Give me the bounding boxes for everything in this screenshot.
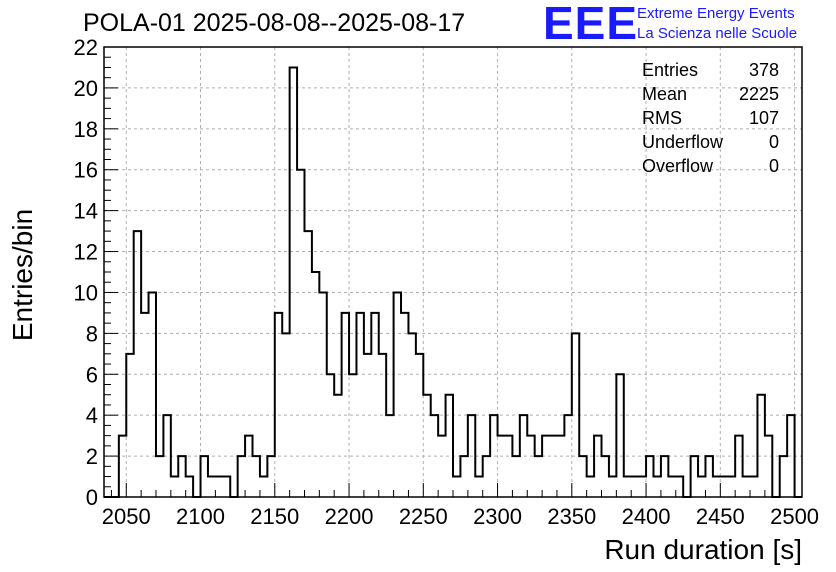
x-tick-label: 2350 xyxy=(547,504,596,529)
stats-value: 2225 xyxy=(738,84,779,104)
y-axis-label: Entries/bin xyxy=(7,208,38,342)
y-tick-label: 20 xyxy=(74,76,98,101)
chart-title: POLA-01 2025-08-08--2025-08-17 xyxy=(83,9,466,37)
stats-label: Underflow xyxy=(642,132,724,152)
logo-caption: Extreme Energy Events La Scienza nelle S… xyxy=(637,4,797,44)
y-tick-label: 12 xyxy=(74,240,98,265)
stats-box: Entries 378 Mean 2225 RMS 107 Underflow … xyxy=(642,58,779,178)
x-tick-label: 2200 xyxy=(325,504,374,529)
y-tick-label: 10 xyxy=(74,280,98,305)
histogram-series-line xyxy=(104,66,802,498)
stats-value: 378 xyxy=(748,60,779,80)
stats-label: Mean xyxy=(642,84,688,104)
x-axis-label: Run duration [s] xyxy=(604,534,802,565)
stats-label: Entries xyxy=(642,60,699,80)
x-axis-ticks: 2050 2100 2150 2200 2250 2300 2350 2400 2450 2500 xyxy=(102,483,819,529)
x-tick-label: 2150 xyxy=(250,504,299,529)
stats-value: 0 xyxy=(768,156,779,176)
logo-line-1: Extreme Energy Events xyxy=(637,5,795,22)
y-tick-label: 18 xyxy=(74,117,98,142)
stats-value: 107 xyxy=(748,108,779,128)
stats-row-entries: Entries 378 xyxy=(642,58,779,82)
x-tick-label: 2100 xyxy=(176,504,225,529)
stats-label: Overflow xyxy=(642,156,714,176)
y-tick-label: 2 xyxy=(86,444,98,469)
x-tick-label: 2300 xyxy=(473,504,522,529)
x-tick-label: 2050 xyxy=(102,504,151,529)
stats-label: RMS xyxy=(642,108,682,128)
eee-logo: EEE xyxy=(543,0,639,49)
x-tick-label: 2250 xyxy=(399,504,448,529)
stats-value: 0 xyxy=(768,132,779,152)
y-tick-label: 14 xyxy=(74,199,98,224)
x-tick-label: 2500 xyxy=(770,504,819,529)
logo-line-2: La Scienza nelle Scuole xyxy=(637,25,798,42)
stats-row-mean: Mean 2225 xyxy=(642,82,779,106)
y-tick-label: 0 xyxy=(86,485,98,510)
y-tick-label: 16 xyxy=(74,158,98,183)
x-tick-label: 2400 xyxy=(622,504,671,529)
y-axis-ticks: 0 2 4 6 8 10 12 14 16 18 20 22 xyxy=(74,35,118,510)
stats-row-underflow: Underflow 0 xyxy=(642,130,779,154)
y-tick-label: 8 xyxy=(86,321,98,346)
y-tick-label: 6 xyxy=(86,362,98,387)
y-tick-label: 22 xyxy=(74,35,98,60)
y-tick-label: 4 xyxy=(86,403,98,428)
x-tick-label: 2450 xyxy=(696,504,745,529)
stats-row-rms: RMS 107 xyxy=(642,106,779,130)
stats-row-overflow: Overflow 0 xyxy=(642,154,779,178)
